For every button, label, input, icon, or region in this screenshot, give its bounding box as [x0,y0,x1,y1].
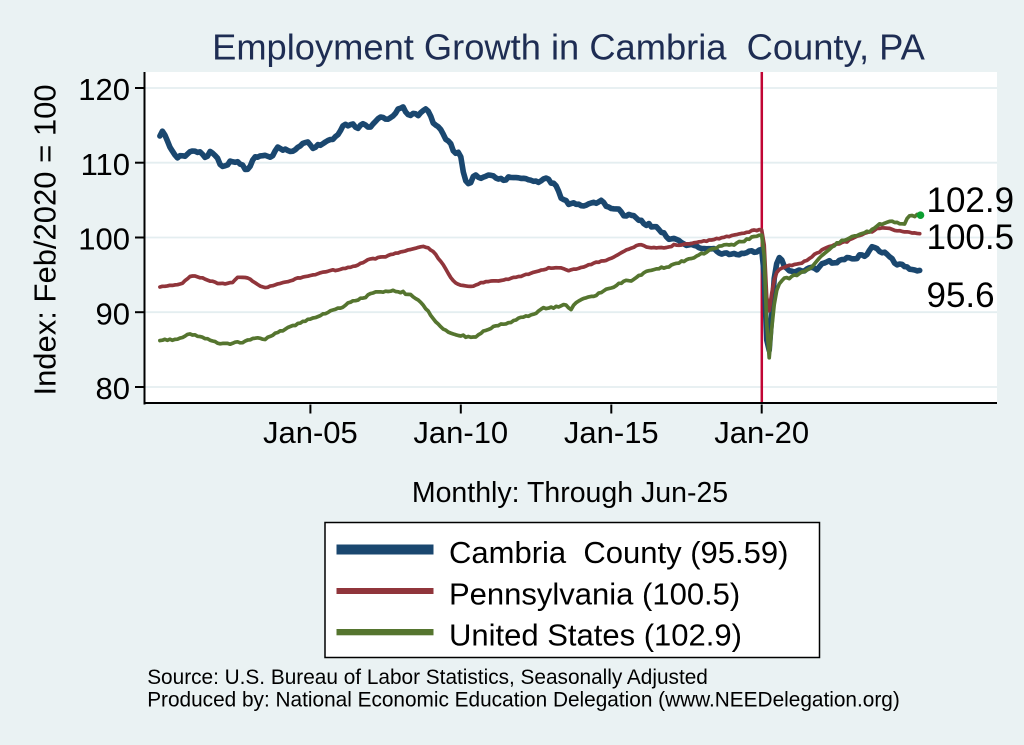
svg-text:100: 100 [78,222,130,257]
svg-text:Employment Growth in Cambria: Employment Growth in Cambria County, PA [212,27,926,68]
svg-text:Cambria County (95.59): Cambria County (95.59) [449,535,788,570]
svg-text:Produced by: National Economic: Produced by: National Economic Education… [147,688,900,711]
svg-text:Jan-10: Jan-10 [413,415,508,450]
svg-text:110: 110 [81,147,130,182]
svg-text:95.6: 95.6 [927,276,995,315]
svg-text:United States (102.9): United States (102.9) [449,618,742,653]
svg-text:Pennsylvania (100.5): Pennsylvania (100.5) [449,576,740,611]
svg-text:120: 120 [78,72,130,107]
svg-text:Jan-20: Jan-20 [714,415,809,450]
svg-text:Source: U.S. Bureau of Labor S: Source: U.S. Bureau of Labor Statistics,… [147,666,708,689]
svg-text:102.9: 102.9 [927,181,1015,220]
svg-text:Jan-15: Jan-15 [564,415,659,450]
svg-text:90: 90 [96,296,130,331]
svg-text:80: 80 [96,371,130,406]
svg-text:Monthly: Through Jun-25: Monthly: Through Jun-25 [412,477,728,509]
svg-text:Index: Feb/2020 = 100: Index: Feb/2020 = 100 [28,84,63,395]
svg-text:Jan-05: Jan-05 [263,415,358,450]
svg-text:100.5: 100.5 [927,218,1015,257]
